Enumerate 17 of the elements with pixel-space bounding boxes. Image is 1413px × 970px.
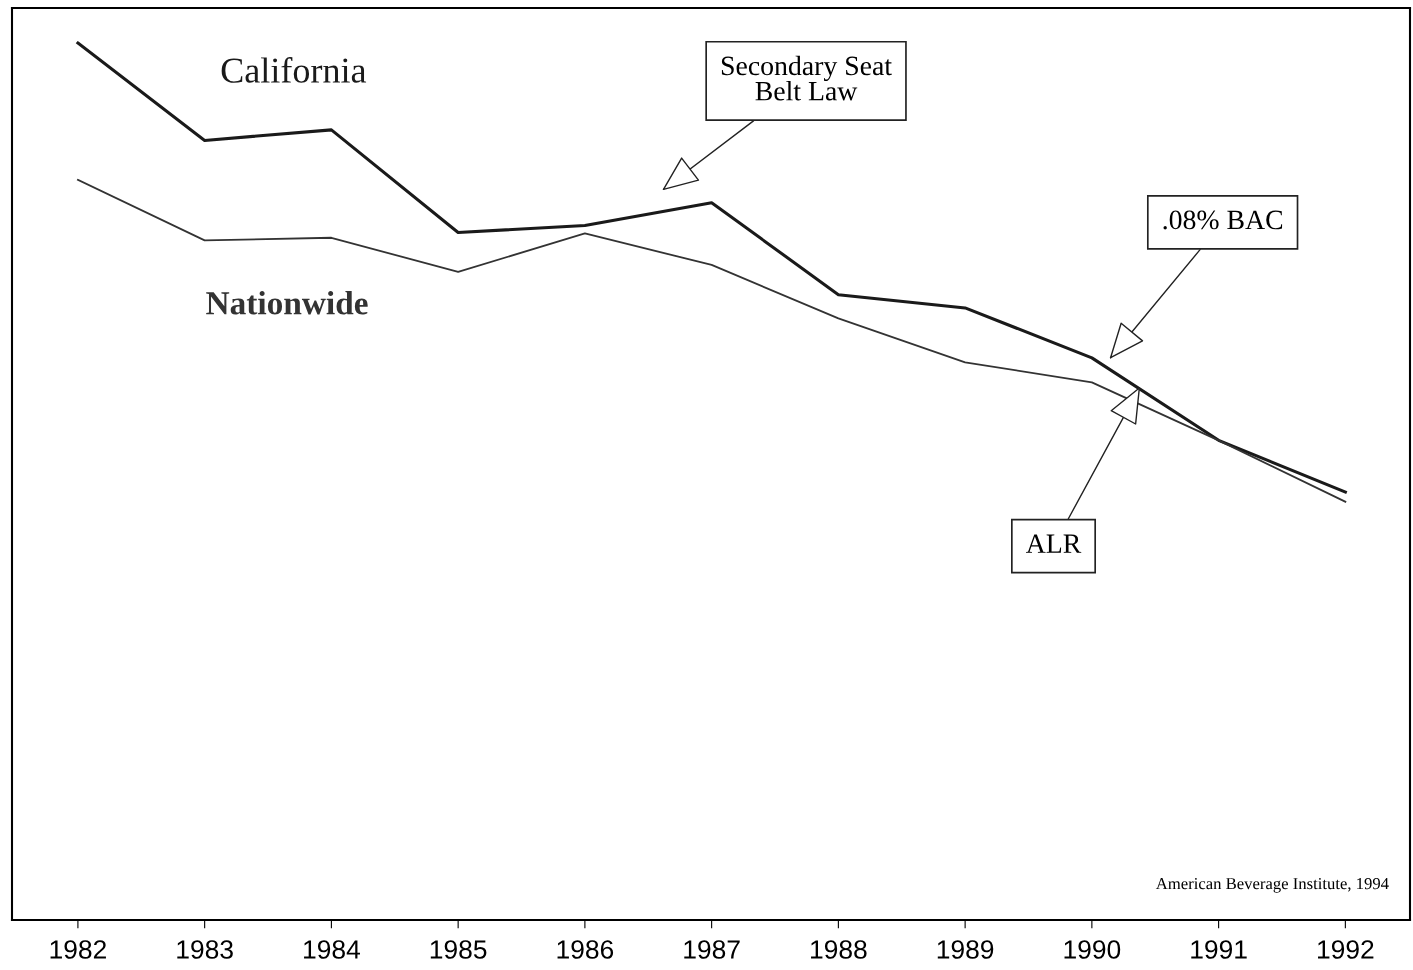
annotation: .08% BAC <box>1163 210 1283 230</box>
annotation: ALR <box>1026 534 1082 553</box>
x-tick-label: 1987 <box>684 940 740 959</box>
x-tick-label: 1986 <box>557 940 614 959</box>
x-tick-label: 1982 <box>50 940 106 959</box>
x-tick-label: 1990 <box>1064 940 1121 959</box>
x-tick-label: 1988 <box>811 940 867 959</box>
annotation: American Beverage Institute, 1994 <box>1155 878 1389 893</box>
x-tick-label: 1983 <box>177 940 233 959</box>
x-tick-label: 1985 <box>430 940 487 959</box>
x-tick-label: 1989 <box>937 940 994 959</box>
series-label: Nationwide <box>206 291 368 315</box>
annotation: Secondary Seat Belt Law <box>721 55 892 101</box>
x-tick-label: 1992 <box>1318 940 1374 959</box>
series-label: California <box>221 57 367 83</box>
x-tick-label: 1991 <box>1191 940 1247 959</box>
x-tick-label: 1984 <box>304 940 360 959</box>
